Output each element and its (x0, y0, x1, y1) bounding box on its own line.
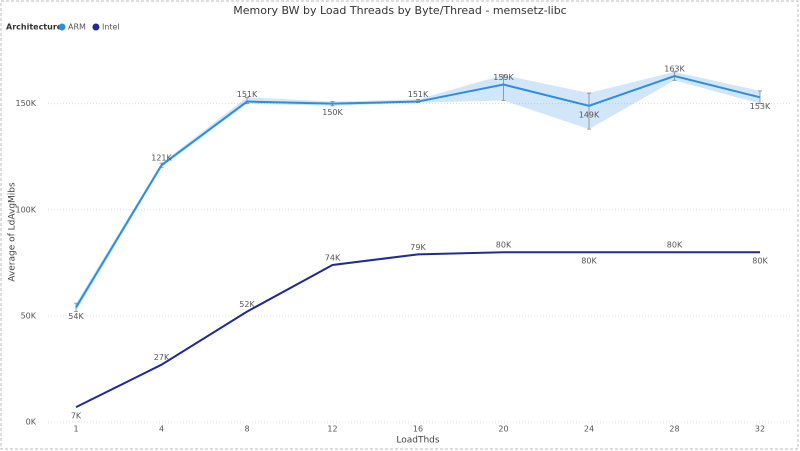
data-label: 27K (154, 353, 170, 362)
x-tick-label: 24 (584, 425, 594, 434)
error-bar (587, 92, 591, 130)
data-label: 151K (408, 90, 429, 99)
data-label: 7K (71, 412, 82, 421)
error-bar (758, 90, 762, 105)
y-tick-label: 0K (26, 418, 37, 427)
x-tick-label: 8 (244, 425, 249, 434)
x-axis-title: LoadThds (396, 436, 440, 446)
x-tick-label: 28 (669, 425, 679, 434)
x-tick-label: 20 (498, 425, 508, 434)
error-bar (501, 74, 506, 101)
data-label: 80K (667, 241, 683, 250)
legend-title: Architecture (6, 23, 63, 32)
x-tick-label: 1 (73, 425, 78, 434)
y-axis-title: Average of LdAvgMibs (8, 182, 18, 282)
data-label: 150K (322, 108, 343, 117)
data-label: 159K (493, 73, 514, 82)
data-label: 80K (752, 257, 768, 266)
confidence-band (76, 71, 760, 312)
data-label: 163K (664, 65, 685, 74)
x-tick-label: 32 (755, 425, 765, 434)
data-label: 54K (68, 312, 84, 321)
series-line (75, 251, 760, 409)
data-label: 79K (410, 243, 426, 252)
legend-marker (92, 23, 100, 31)
x-tick-label: 16 (413, 425, 423, 434)
data-label: 80K (496, 241, 512, 250)
data-label: 121K (151, 154, 172, 163)
data-label: 153K (750, 102, 771, 111)
legend-label: Intel (102, 23, 120, 32)
data-label: 52K (239, 300, 255, 309)
y-tick-label: 100K (15, 205, 36, 214)
legend-label: ARM (68, 23, 86, 32)
y-tick-label: 50K (21, 311, 37, 320)
data-label: 151K (237, 90, 258, 99)
legend-marker (58, 23, 66, 31)
data-label: 149K (579, 110, 600, 119)
x-tick-label: 4 (159, 425, 164, 434)
y-tick-label: 150K (15, 99, 36, 108)
series-line (75, 75, 761, 308)
x-tick-label: 12 (327, 425, 337, 434)
chart-title: Memory BW by Load Threads by Byte/Thread… (233, 4, 566, 17)
data-label: 80K (581, 257, 597, 266)
data-label: 74K (325, 253, 341, 262)
